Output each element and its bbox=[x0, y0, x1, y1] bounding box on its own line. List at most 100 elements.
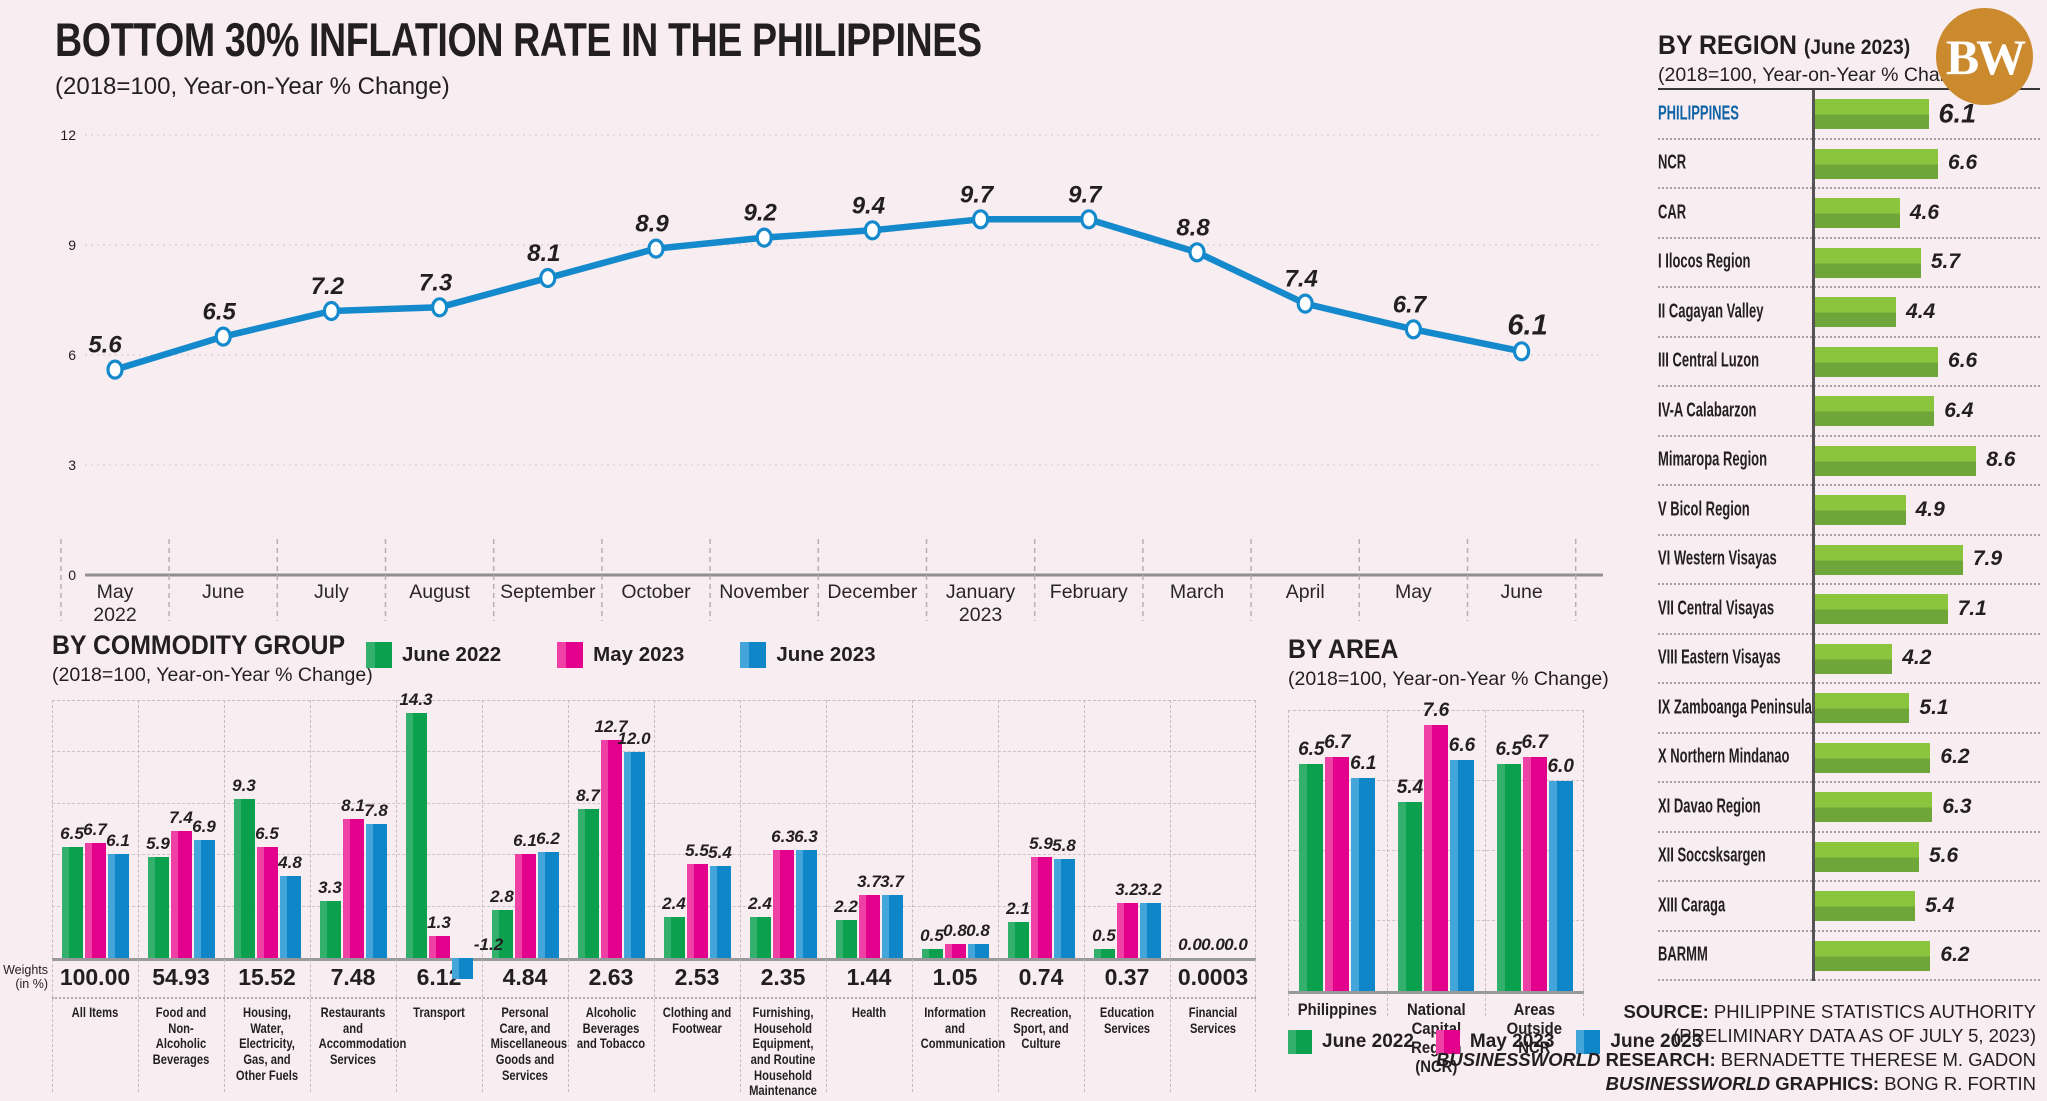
area-section-header: BY AREA (2018=100, Year-on-Year % Change… bbox=[1288, 634, 1609, 691]
bar-may-2023 bbox=[1522, 756, 1547, 991]
legend-label: June 2023 bbox=[776, 643, 876, 666]
y-tick-label: 12 bbox=[60, 127, 76, 143]
region-value: 4.6 bbox=[1909, 200, 1940, 224]
region-value: 6.2 bbox=[1940, 745, 1970, 769]
commodity-title: BY COMMODITY GROUP bbox=[52, 630, 346, 660]
commodity-section-header: BY COMMODITY GROUP (2018=100, Year-on-Ye… bbox=[52, 630, 373, 687]
y-tick-label: 6 bbox=[68, 347, 76, 363]
region-bar bbox=[1812, 891, 1916, 921]
bar-value-label: 6.1 bbox=[106, 830, 130, 850]
region-row: IX Zamboanga Peninsula 5.1 bbox=[1658, 684, 2040, 734]
bar-value-label: 14.3 bbox=[399, 690, 433, 710]
bar-value-label: 5.8 bbox=[1052, 835, 1076, 855]
bar-value-label: 2.4 bbox=[662, 893, 686, 913]
bar-june-2023 bbox=[193, 839, 215, 958]
region-bar bbox=[1812, 247, 1921, 278]
bar-value-label: 5.4 bbox=[708, 842, 732, 862]
weights-axis-label: Weights (in %) bbox=[3, 963, 48, 992]
commodity-legend: June 2022 May 2023 June 2023 bbox=[366, 642, 876, 668]
month-label: June bbox=[1500, 581, 1542, 603]
region-value: 6.3 bbox=[1942, 794, 1972, 818]
region-value: 5.4 bbox=[1925, 893, 1955, 917]
bar-may-2023 bbox=[686, 863, 708, 958]
point-value-label: 7.4 bbox=[1285, 266, 1318, 293]
category-label: Transport bbox=[413, 1004, 465, 1020]
bar-value-label: 3.7 bbox=[857, 871, 881, 891]
region-value: 7.1 bbox=[1957, 596, 1987, 620]
point-value-label: 9.7 bbox=[960, 181, 995, 208]
bar-value-label: 0.8 bbox=[943, 921, 967, 941]
column-separator bbox=[1084, 700, 1085, 1092]
bar-value-label: 5.5 bbox=[685, 840, 709, 860]
region-label: XII Soccsksargen bbox=[1658, 844, 1766, 867]
region-row: XIII Caraga 5.4 bbox=[1658, 882, 2040, 932]
bar-value-label: 6.2 bbox=[536, 828, 560, 848]
month-label: May bbox=[97, 581, 134, 603]
column-separator bbox=[1485, 710, 1487, 1016]
month-label: February bbox=[1050, 581, 1128, 603]
region-label: III Central Luzon bbox=[1658, 349, 1760, 372]
month-label: January bbox=[946, 581, 1016, 603]
bar-value-label: 12.0 bbox=[617, 729, 651, 749]
month-label: October bbox=[621, 581, 691, 603]
bar-may-2023 bbox=[170, 831, 192, 958]
bar-june-2022 bbox=[1299, 763, 1324, 991]
bar-may-2023 bbox=[600, 740, 622, 958]
column-separator bbox=[52, 700, 53, 1092]
region-title-suffix: (June 2023) bbox=[1803, 36, 1911, 59]
region-value: 6.4 bbox=[1944, 398, 1974, 422]
column-separator bbox=[654, 700, 655, 1092]
region-bar bbox=[1812, 297, 1897, 327]
bar-value-label: 8.7 bbox=[576, 785, 600, 805]
bar-june-2022 bbox=[921, 949, 943, 958]
category-label: Food and Non-Alcoholic Beverages bbox=[152, 1004, 210, 1068]
category-label: Alcoholic Beverages and Tobacco bbox=[576, 1004, 646, 1052]
bar-june-2023 bbox=[107, 853, 129, 958]
bar-value-label: 7.6 bbox=[1422, 700, 1450, 721]
data-point bbox=[214, 326, 232, 347]
region-value: 6.6 bbox=[1948, 151, 1978, 175]
footer-credits: SOURCE: PHILIPPINE STATISTICS AUTHORITY … bbox=[1436, 1000, 2036, 1096]
category-label: Information and Communication bbox=[920, 1004, 1006, 1052]
region-label: BARMM bbox=[1658, 943, 1708, 966]
bar-june-2022 bbox=[835, 920, 857, 958]
bar-may-2023 bbox=[772, 850, 794, 958]
region-label: IX Zamboanga Peninsula bbox=[1658, 696, 1812, 719]
bar-june-2023 bbox=[451, 958, 473, 979]
legend-item-june-2022: June 2022 bbox=[1288, 1030, 1414, 1054]
region-row: PHILIPPINES 6.1 bbox=[1658, 90, 2040, 140]
data-point bbox=[971, 209, 990, 230]
month-label: June bbox=[202, 581, 244, 603]
point-value-label: 5.6 bbox=[88, 332, 122, 359]
region-label: V Bicol Region bbox=[1658, 498, 1750, 521]
page-title: BOTTOM 30% INFLATION RATE IN THE PHILIPP… bbox=[55, 13, 982, 66]
data-point bbox=[431, 297, 449, 318]
bar-june-2023 bbox=[967, 944, 989, 958]
category-label: Restaurants and Accommodation Services bbox=[318, 1004, 407, 1068]
bar-june-2023 bbox=[1139, 903, 1161, 958]
source-note-line: (PRELIMINARY DATA AS OF JULY 5, 2023) bbox=[1673, 1025, 2036, 1047]
region-label: IV-A Calabarzon bbox=[1658, 399, 1757, 422]
point-value-label: 8.9 bbox=[635, 211, 669, 238]
region-bar bbox=[1812, 742, 1931, 773]
region-row: X Northern Mindanao 6.2 bbox=[1658, 734, 2040, 783]
month-label: November bbox=[719, 581, 809, 603]
bar-value-label: -1.2 bbox=[473, 935, 504, 954]
header: BOTTOM 30% INFLATION RATE IN THE PHILIPP… bbox=[55, 12, 1213, 101]
inflation-line-chart: 0 3 6 9 12 5.6 6.5 7.2 7.3 8.1 8.9 9.2 9.4 9.7 9.7 8.8 7… bbox=[30, 92, 1615, 637]
bar-value-label: 7.4 bbox=[169, 808, 193, 828]
bar-june-2022 bbox=[1398, 802, 1422, 991]
legend-label: June 2022 bbox=[1322, 1031, 1414, 1052]
bar-value-label: 7.8 bbox=[364, 801, 388, 821]
category-label: All Items bbox=[71, 1004, 119, 1020]
column-separator bbox=[998, 700, 999, 1092]
point-value-label: 7.2 bbox=[311, 273, 345, 300]
category-label: Health bbox=[851, 1004, 887, 1020]
legend-label: June 2022 bbox=[402, 643, 502, 666]
bar-june-2023 bbox=[1351, 777, 1376, 991]
bar-may-2023 bbox=[858, 894, 880, 958]
region-bar bbox=[1812, 544, 1963, 575]
region-value: 4.4 bbox=[1906, 299, 1936, 323]
year-label: 2023 bbox=[959, 604, 1002, 626]
region-label: II Cagayan Valley bbox=[1658, 300, 1764, 323]
